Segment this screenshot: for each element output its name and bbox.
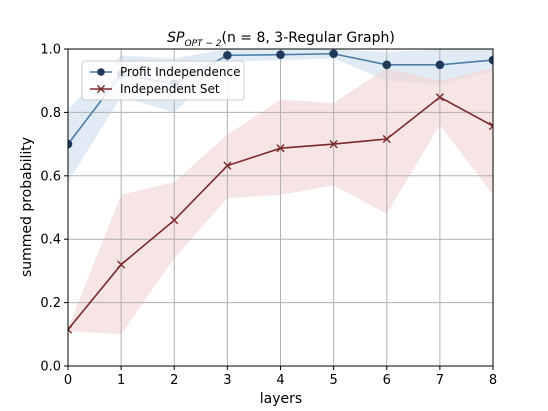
data-point (68, 325, 73, 334)
x-tick-label: 3 (223, 373, 231, 388)
y-tick-label: 0.2 (40, 296, 61, 311)
data-point (382, 134, 391, 144)
x-tick-label: 6 (383, 373, 391, 388)
legend-marker-1 (96, 84, 106, 94)
x-tick-label: 4 (276, 373, 284, 388)
y-axis-label: summed probability (19, 137, 35, 277)
y-tick-label: 0.8 (40, 106, 61, 121)
x-axis-label: layers (260, 391, 302, 407)
data-point (435, 60, 445, 70)
legend-label-0: Profit Independence (120, 65, 240, 79)
y-tick-label: 0.0 (40, 360, 61, 375)
x-tick-label: 0 (64, 373, 72, 388)
data-point (488, 55, 493, 65)
data-point (435, 93, 444, 102)
data-point (223, 161, 232, 170)
data-point (488, 121, 493, 131)
y-tick-label: 0.6 (40, 169, 61, 184)
data-point (68, 139, 73, 149)
data-point (276, 50, 285, 60)
y-tick-label: 1.0 (40, 43, 61, 58)
legend-box (81, 60, 245, 101)
data-point (223, 51, 232, 60)
x-tick-label: 2 (170, 373, 178, 388)
legend: Profit Independence Independent Set (81, 60, 245, 101)
data-point (117, 260, 126, 269)
data-point (276, 144, 285, 153)
x-tick-label: 7 (436, 373, 444, 388)
x-tick-label: 5 (329, 373, 337, 388)
legend-label-1: Independent Set (120, 82, 220, 96)
y-tick-label: 0.4 (40, 233, 61, 248)
data-point (329, 49, 338, 59)
axis-ticks: 0 1 2 3 4 5 6 7 8 0.0 0.2 0.4 0.6 0.8 1.0 (40, 43, 497, 389)
x-tick-label: 1 (117, 373, 125, 388)
data-point (329, 140, 338, 149)
chart-title: SPOPT − 2(n = 8, 3-Regular Graph) (167, 30, 395, 49)
data-point (382, 60, 392, 70)
x-tick-label: 8 (489, 373, 497, 388)
legend-marker-0 (97, 68, 105, 76)
data-point (170, 216, 179, 225)
